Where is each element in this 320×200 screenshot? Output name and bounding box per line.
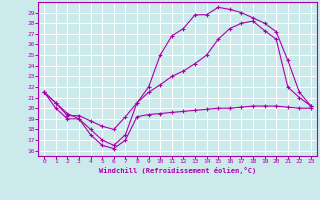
- X-axis label: Windchill (Refroidissement éolien,°C): Windchill (Refroidissement éolien,°C): [99, 167, 256, 174]
